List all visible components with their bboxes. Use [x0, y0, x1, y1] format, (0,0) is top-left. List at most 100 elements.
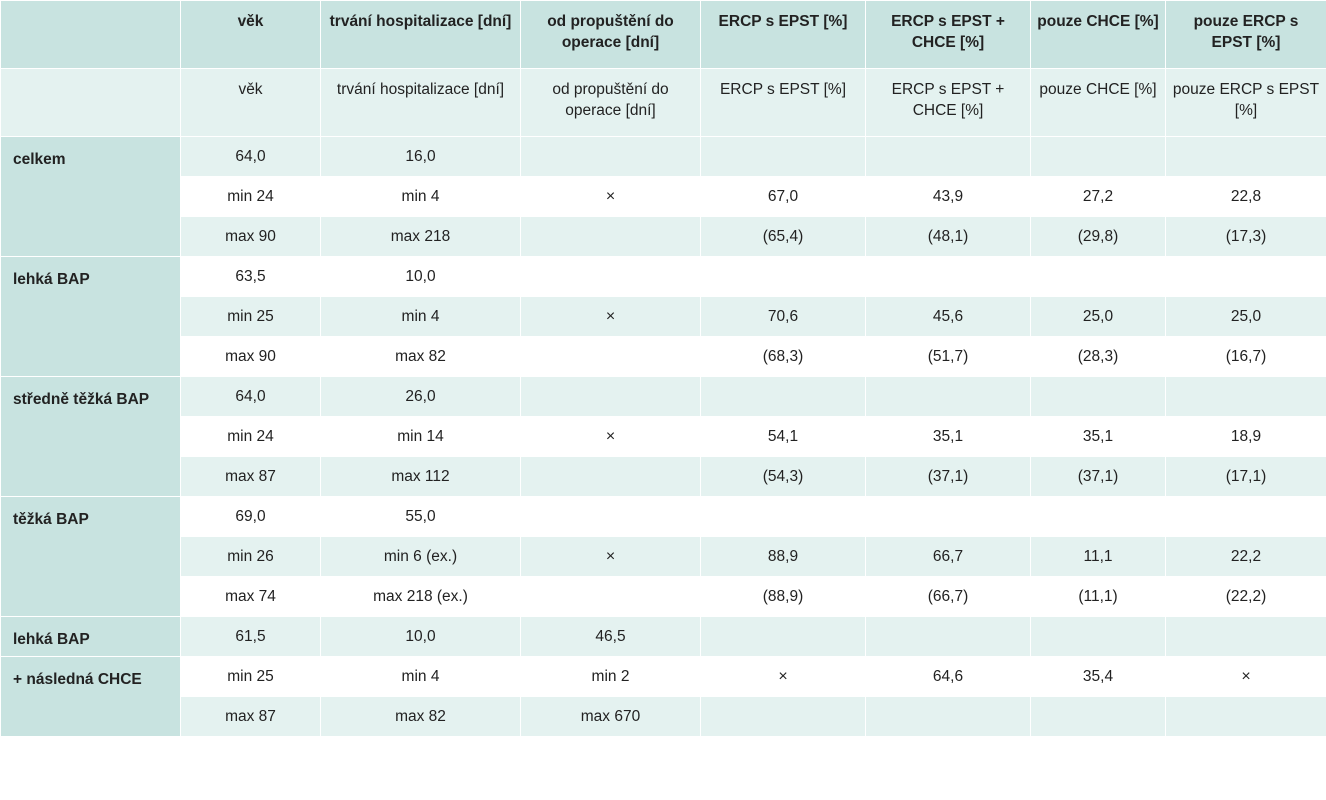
row-group-label: celkem [0, 136, 181, 257]
table-row: max 87 max 82 max 670 [1, 696, 1326, 737]
table-cell: (37,1) [865, 456, 1031, 497]
table-cell: 55,0 [320, 496, 521, 537]
table-cell: 45,6 [865, 296, 1031, 337]
subheader-cell: věk [180, 68, 321, 137]
table-row: max 74 max 218 (ex.) (88,9) (66,7) (11,1… [1, 576, 1326, 617]
table-row: max 87 max 112 (54,3) (37,1) (37,1) (17,… [1, 456, 1326, 497]
table-cell: (11,1) [1030, 576, 1166, 617]
table-cell: × [520, 296, 701, 337]
header-cell: ERCP s EPST [%] [700, 0, 866, 69]
table-cell [700, 256, 866, 297]
subheader-cell: ERCP s EPST [%] [700, 68, 866, 137]
table-cell: 11,1 [1030, 536, 1166, 577]
row-group-label: + následná CHCE [0, 656, 181, 737]
table-cell: min 25 [180, 296, 321, 337]
table-cell [520, 496, 701, 537]
table-row: min 24 min 14 × 54,1 35,1 35,1 18,9 [1, 416, 1326, 457]
table-cell: (37,1) [1030, 456, 1166, 497]
table-cell [865, 376, 1031, 417]
table-cell: 22,2 [1165, 536, 1326, 577]
table-cell [865, 616, 1031, 657]
table-cell: (17,3) [1165, 216, 1326, 257]
header-row: věk trvání hospitalizace [dní] od propuš… [0, 0, 1326, 69]
table-cell: 18,9 [1165, 416, 1326, 457]
subheader-cell [0, 68, 181, 137]
table-cell: max 218 (ex.) [320, 576, 521, 617]
table-cell: (68,3) [700, 336, 866, 377]
table-cell [520, 256, 701, 297]
table-cell: 67,0 [700, 176, 866, 217]
row-group-label: středně těžká BAP [0, 376, 181, 497]
table-cell: 26,0 [320, 376, 521, 417]
table-cell [1030, 616, 1166, 657]
table-cell: 69,0 [180, 496, 321, 537]
table-cell: 25,0 [1165, 296, 1326, 337]
table-cell: min 25 [180, 656, 321, 697]
table-cell: (22,2) [1165, 576, 1326, 617]
table-cell: min 6 (ex.) [320, 536, 521, 577]
table-cell: max 218 [320, 216, 521, 257]
table-cell: 64,6 [865, 656, 1031, 697]
table-cell: (51,7) [865, 336, 1031, 377]
table-cell [520, 336, 701, 377]
table-cell: max 112 [320, 456, 521, 497]
table-cell: (54,3) [700, 456, 866, 497]
table-cell: min 14 [320, 416, 521, 457]
table-cell: 10,0 [320, 616, 521, 657]
table-cell: min 4 [320, 296, 521, 337]
table-row: celkem 64,0 16,0 [0, 136, 1326, 257]
subheader-cell: ERCP s EPST + CHCE [%] [865, 68, 1031, 137]
table-cell [1030, 696, 1166, 737]
table-cell [865, 496, 1031, 537]
table-row: min 26 min 6 (ex.) × 88,9 66,7 11,1 22,2 [1, 536, 1326, 577]
table-cell [1030, 496, 1166, 537]
table-cell [520, 576, 701, 617]
table-cell: 46,5 [520, 616, 701, 657]
header-cell: věk [180, 0, 321, 69]
subheader-cell: trvání hospitalizace [dní] [320, 68, 521, 137]
table-cell: max 90 [180, 336, 321, 377]
table-row: min 24 min 4 × 67,0 43,9 27,2 22,8 [1, 176, 1326, 217]
table-cell [1030, 376, 1166, 417]
table-row: lehká BAP 61,5 10,0 46,5 [0, 616, 1326, 657]
header-cell: od propuštění do operace [dní] [520, 0, 701, 69]
table-cell [865, 696, 1031, 737]
table-cell: max 82 [320, 336, 521, 377]
table-cell [520, 456, 701, 497]
table-cell: 35,1 [865, 416, 1031, 457]
table-cell: 64,0 [180, 376, 321, 417]
table-cell: × [520, 176, 701, 217]
table-cell: × [520, 416, 701, 457]
table-cell: min 2 [520, 656, 701, 697]
table-cell: (65,4) [700, 216, 866, 257]
subheader-row: věk trvání hospitalizace [dní] od propuš… [0, 68, 1326, 137]
data-table: věk trvání hospitalizace [dní] od propuš… [0, 0, 1326, 737]
table-row: lehká BAP 63,5 10,0 [0, 256, 1326, 377]
table-cell: 35,4 [1030, 656, 1166, 697]
table-cell: 10,0 [320, 256, 521, 297]
row-group-label: lehká BAP [0, 616, 181, 657]
table-cell: 66,7 [865, 536, 1031, 577]
table-cell: max 87 [180, 696, 321, 737]
table-cell [1030, 256, 1166, 297]
table-cell: (88,9) [700, 576, 866, 617]
table-cell: 61,5 [180, 616, 321, 657]
table-cell: max 90 [180, 216, 321, 257]
table-cell [865, 256, 1031, 297]
header-cell: pouze ERCP s EPST [%] [1165, 0, 1326, 69]
table-cell: 64,0 [180, 136, 321, 177]
table-cell [700, 136, 866, 177]
row-group-label: lehká BAP [0, 256, 181, 377]
table-cell [1165, 256, 1326, 297]
subheader-cell: pouze CHCE [%] [1030, 68, 1166, 137]
table-cell [1030, 136, 1166, 177]
table-cell: 22,8 [1165, 176, 1326, 217]
table-row: + následná CHCE min 25 min 4 min 2 × 64,… [0, 656, 1326, 737]
table-cell: (16,7) [1165, 336, 1326, 377]
table-cell: min 24 [180, 416, 321, 457]
table-cell [700, 696, 866, 737]
table-cell [700, 616, 866, 657]
table-cell: (17,1) [1165, 456, 1326, 497]
table-cell [1165, 496, 1326, 537]
table-cell: max 87 [180, 456, 321, 497]
